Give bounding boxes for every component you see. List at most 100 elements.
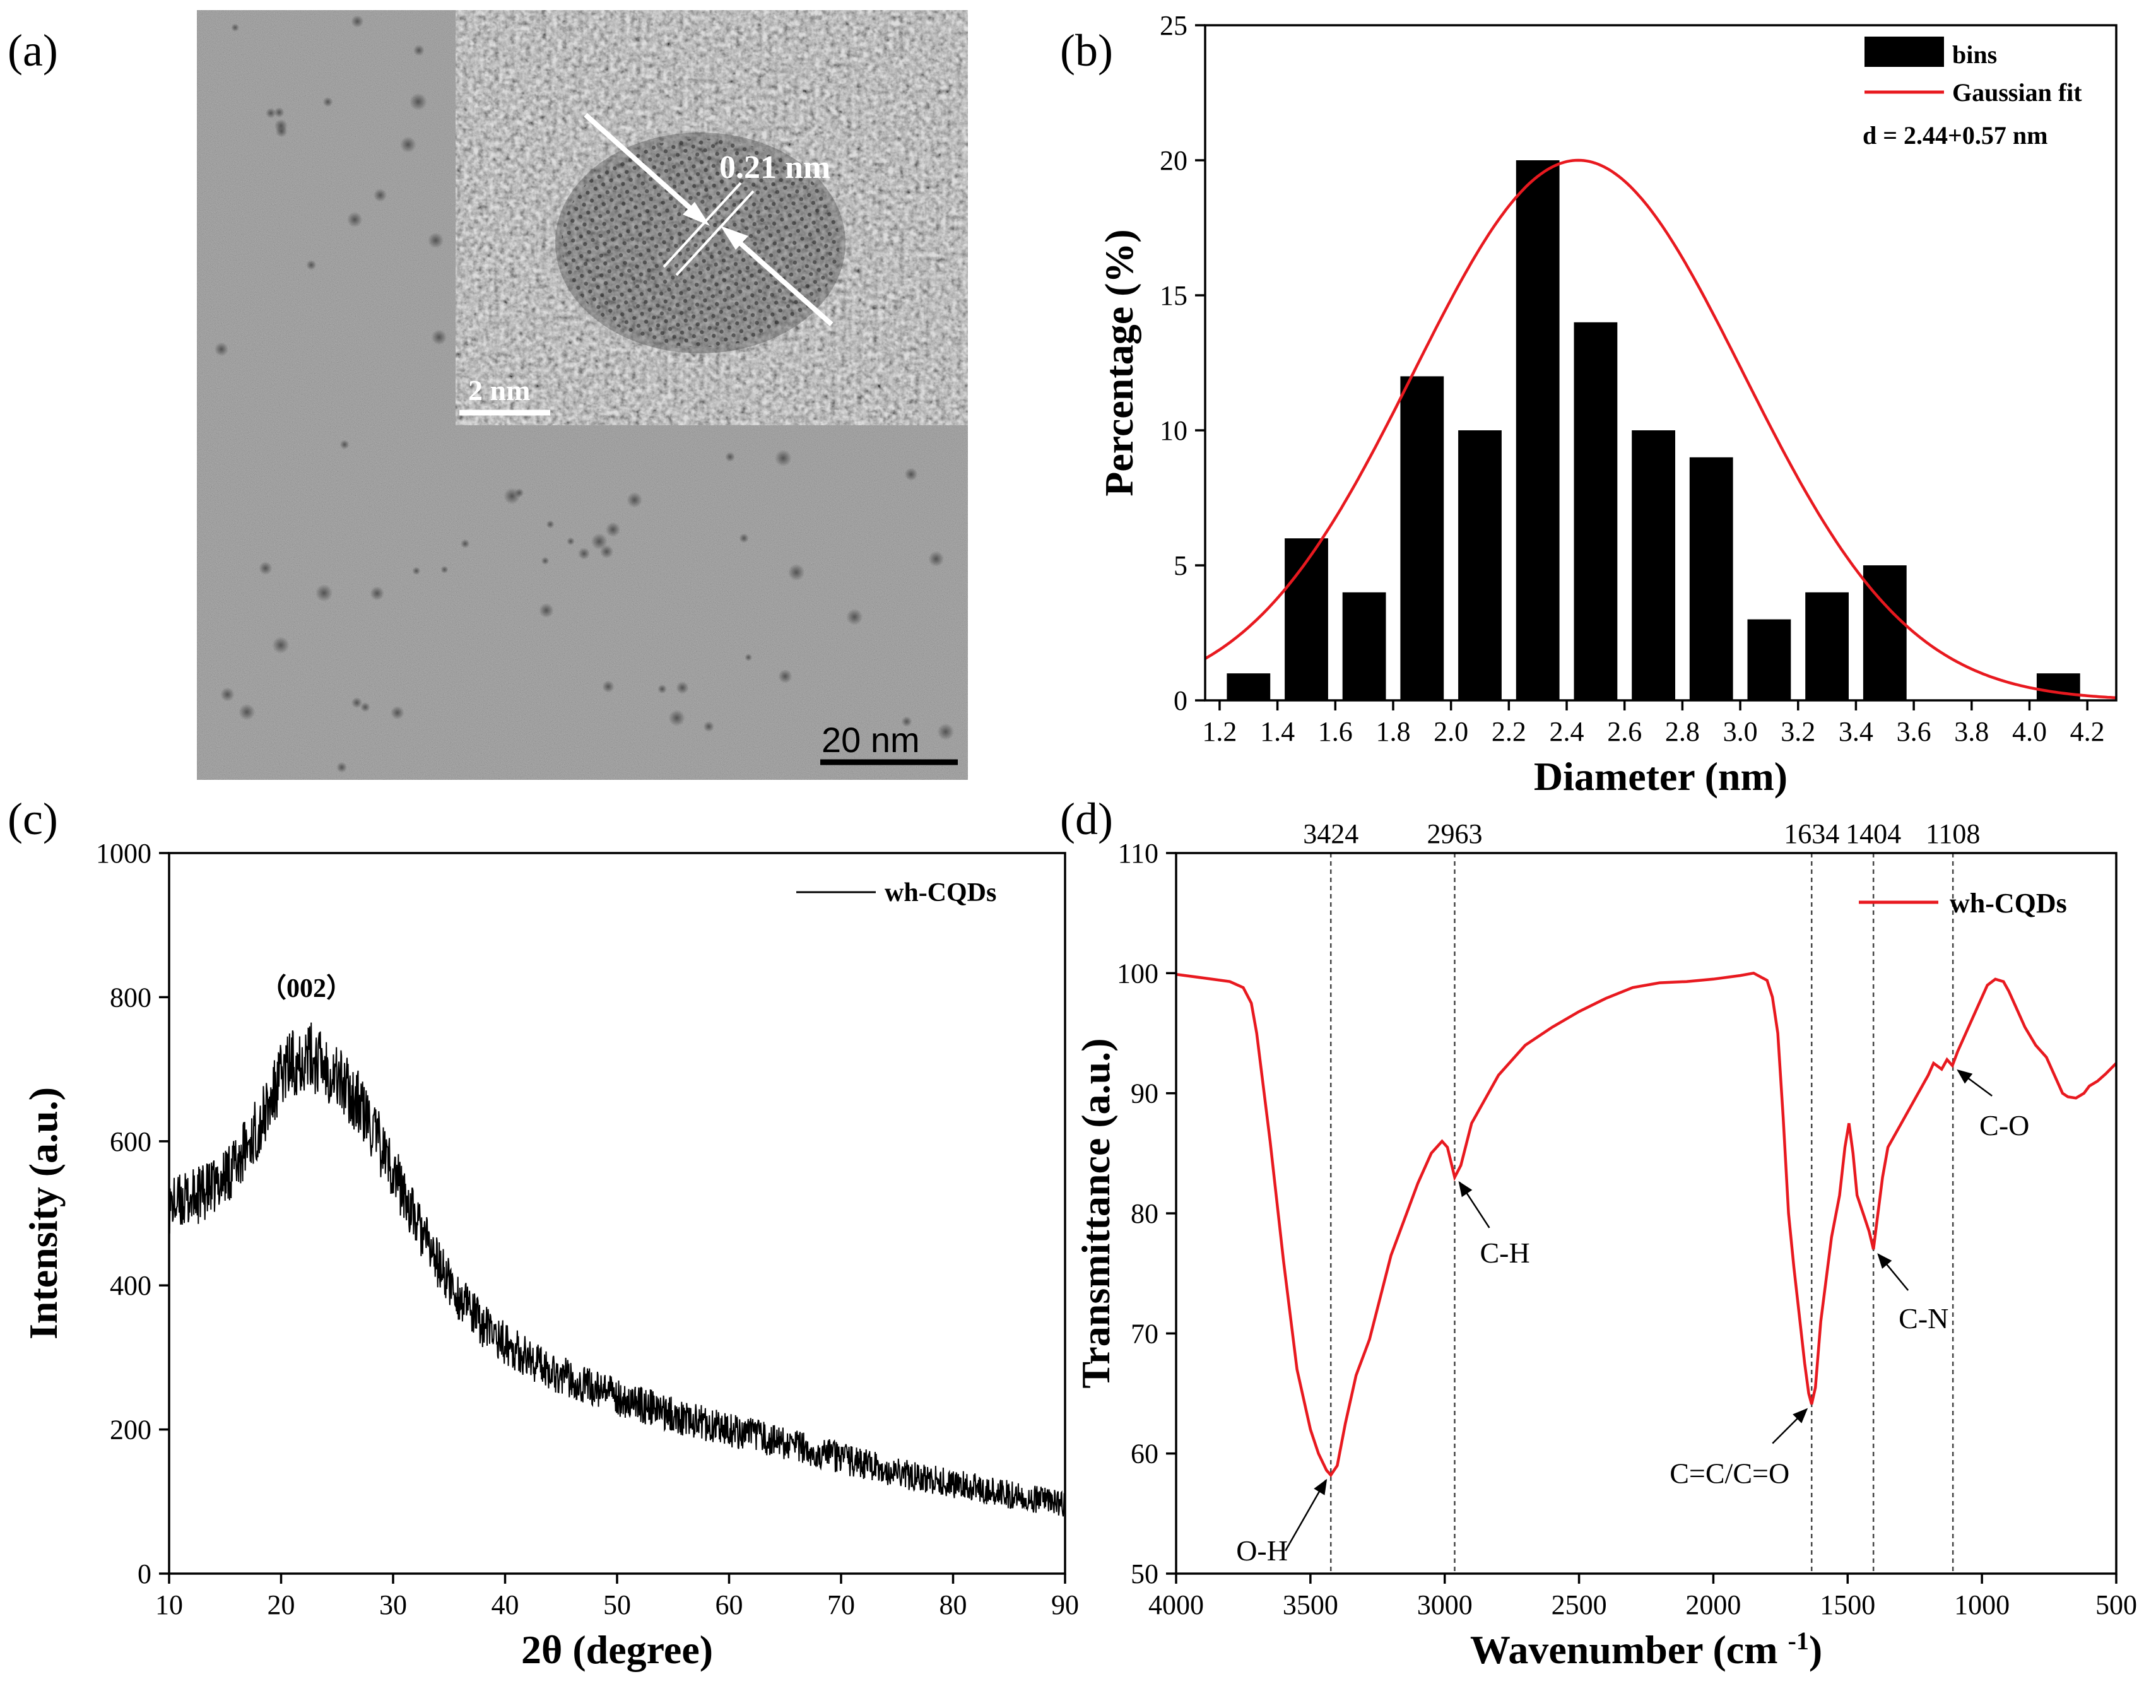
tem-particle [275, 125, 288, 138]
panel-c: (c) 10 20 30 40 50 60 70 80 90 0 200 400 600 800 1000 2… [8, 794, 1079, 1672]
panel-label-d: (d) [1060, 794, 1113, 844]
c-y-axis-title: Intensity (a.u.) [21, 1087, 66, 1340]
b-x-tick-label: 3.4 [1839, 716, 1873, 747]
tem-particle [440, 565, 449, 574]
panel-label-c: (c) [8, 794, 58, 844]
legend-d-label: wh-CQDs [1950, 888, 2067, 919]
d-x-tick-label: 3000 [1417, 1589, 1473, 1620]
d-x-tick-label: 3500 [1283, 1589, 1338, 1620]
tem-particle [514, 488, 524, 498]
lattice-arrow-right-head [721, 226, 748, 250]
b-y-tick-label: 5 [1174, 550, 1187, 581]
lattice-arrow-left [584, 113, 704, 220]
c-y-tick-label: 200 [110, 1415, 151, 1446]
d-x-tick-label: 2000 [1685, 1589, 1741, 1620]
axes-d: 4000 3500 3000 2500 2000 1500 1000 500 50 60 70 80 9… [1073, 838, 2137, 1672]
annotation-arrow-head [1314, 1478, 1328, 1495]
ftir-series-wh-cqds [1176, 971, 2116, 1478]
histogram-bar [1227, 673, 1271, 700]
lattice-plane-line-2 [675, 190, 755, 276]
d-x-tick-label: 4000 [1148, 1589, 1204, 1620]
reference-line-label: 1404 [1846, 818, 1901, 849]
band-annotations-d: O-H C-H C=C/C=O C-N C-O [1236, 1069, 2029, 1567]
histogram-bar [1400, 376, 1444, 700]
histogram-bar [1689, 457, 1733, 700]
b-x-tick-label: 2.6 [1607, 716, 1642, 747]
tem-particle [306, 259, 317, 271]
c-y-tick-label: 800 [110, 982, 151, 1013]
d-y-tick-label: 80 [1131, 1198, 1158, 1229]
tem-particle [460, 539, 470, 548]
c-y-tick-label: 600 [110, 1126, 151, 1157]
c-x-tick-label: 70 [827, 1589, 855, 1620]
tem-particle [413, 44, 425, 56]
annotation-label: O-H [1236, 1534, 1288, 1567]
tem-particle [390, 705, 404, 720]
c-y-tick-label: 400 [110, 1270, 151, 1301]
lattice-plane-line-1 [663, 182, 742, 268]
hrtem-lattice-fringes [562, 139, 839, 347]
d-x-axis-title-part: ) [1809, 1627, 1822, 1672]
tem-particle [374, 188, 387, 202]
tem-particle [346, 211, 363, 228]
d-y-axis-title: Transmittance (a.u.) [1073, 1038, 1118, 1388]
tem-particle [259, 561, 273, 575]
inset-scale-label: 2 nm [468, 374, 530, 406]
tem-particle [399, 136, 416, 153]
histogram-bars [1227, 160, 2080, 700]
b-y-tick-label: 0 [1174, 685, 1187, 716]
tem-particle [336, 762, 348, 773]
panel-d: (d) 3424 2963 1634 1404 1108 4000 3500 3000 250… [1060, 794, 2137, 1672]
b-x-tick-label: 2.0 [1434, 716, 1468, 747]
c-x-axis-title-part: 2θ (degree) [521, 1627, 713, 1672]
tem-particle [846, 608, 863, 625]
d-x-axis-title-part: Wavenumber (cm [1470, 1627, 1788, 1672]
b-x-tick-label: 1.8 [1375, 716, 1410, 747]
b-x-tick-label: 2.2 [1492, 716, 1526, 747]
tem-particle [775, 449, 792, 467]
reference-lines-d: 3424 2963 1634 1404 1108 [1303, 818, 1980, 1574]
tem-particle [360, 702, 370, 712]
tem-particle [351, 15, 364, 28]
tem-particle [591, 533, 608, 550]
tem-particle [739, 533, 749, 543]
tem-particle [928, 551, 945, 567]
tem-particle [627, 492, 643, 508]
histogram-bar [1285, 538, 1328, 700]
tem-particle [546, 520, 555, 529]
tem-particle [351, 697, 363, 709]
tem-particle [339, 440, 350, 450]
legend-b-bins-swatch [1864, 37, 1944, 67]
tem-particle [541, 557, 550, 565]
tem-particle [787, 563, 805, 581]
reference-line-label: 1634 [1784, 818, 1839, 849]
tem-nanoparticle-dots [214, 15, 955, 773]
tem-particle [272, 636, 290, 654]
legend-b-bins-label: bins [1952, 40, 1997, 69]
c-x-tick-label: 80 [940, 1589, 967, 1620]
d-x-tick-label: 2500 [1552, 1589, 1607, 1620]
tem-particle [657, 684, 667, 694]
gaussian-fit-curve [1205, 158, 2116, 700]
tem-particle [266, 107, 276, 119]
c-x-tick-label: 30 [379, 1589, 407, 1620]
annotation-label: C-N [1899, 1302, 1948, 1334]
tem-particle [231, 23, 240, 32]
d-x-tick-label: 500 [2095, 1589, 2137, 1620]
panel-label-a: (a) [8, 25, 58, 76]
b-x-tick-label: 4.2 [2070, 716, 2105, 747]
histogram-bar [1632, 430, 1675, 700]
annotation-arrow-head [1957, 1069, 1973, 1084]
tem-particle [577, 547, 591, 560]
d-y-tick-label: 90 [1131, 1078, 1158, 1109]
annotation-arrow [1285, 1480, 1327, 1552]
b-x-tick-label: 3.6 [1897, 716, 1931, 747]
reference-line-label: 1108 [1926, 818, 1980, 849]
b-x-tick-label: 2.8 [1665, 716, 1700, 747]
tem-particle [602, 680, 615, 693]
c-x-axis-title: 2θ (degree) [521, 1627, 713, 1672]
plot-frame-c [168, 852, 1066, 1575]
b-x-tick-label: 1.2 [1202, 716, 1237, 747]
annotation-arrow-head [1877, 1253, 1892, 1269]
